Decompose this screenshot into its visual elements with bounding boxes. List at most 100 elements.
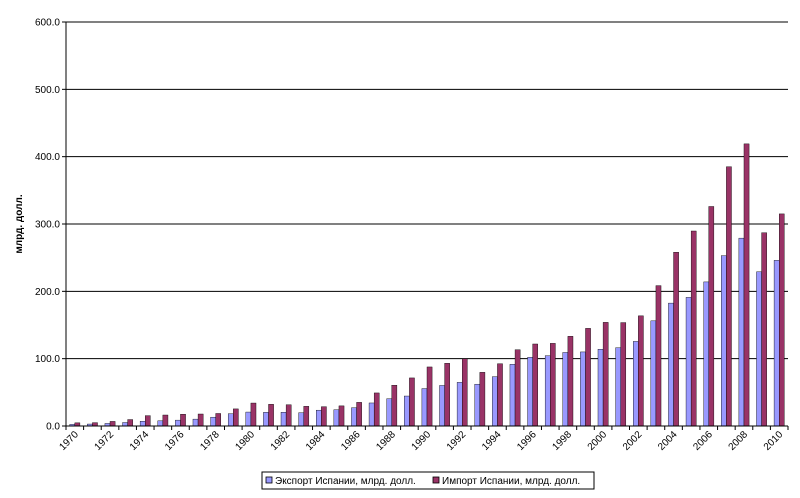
x-tick-label: 2000 — [586, 429, 610, 453]
bar-import — [391, 385, 398, 427]
bar-import — [655, 285, 662, 427]
bar-import — [197, 413, 204, 427]
bar-import — [215, 413, 221, 427]
bar-import — [109, 421, 116, 427]
bar-export — [316, 409, 322, 427]
bar-export — [192, 418, 199, 427]
bar-import — [620, 322, 627, 427]
bar-export — [351, 407, 357, 427]
gridlines — [66, 21, 788, 360]
bar-export — [509, 364, 516, 427]
bar-import — [321, 406, 327, 427]
x-tick-label: 2008 — [727, 429, 751, 453]
x-tick-label: 2006 — [691, 429, 715, 453]
y-tick-label: 0.0 — [46, 422, 60, 433]
x-tick-label: 1992 — [445, 429, 469, 453]
bar-import — [550, 343, 556, 427]
bar-export — [333, 409, 340, 427]
bar-import — [708, 206, 715, 427]
bar-import — [779, 213, 785, 427]
x-tick-label: 1998 — [550, 429, 574, 453]
bar-export — [263, 412, 269, 427]
bar-export — [633, 341, 639, 427]
bar-import — [268, 404, 274, 427]
x-tick-label: 1976 — [163, 429, 187, 453]
y-tick-label: 300.0 — [35, 220, 60, 231]
bar-export — [456, 382, 463, 427]
x-tick-label: 2010 — [762, 429, 786, 453]
x-tick-label: 1972 — [93, 429, 117, 453]
x-tick-label: 2002 — [621, 429, 645, 453]
bar-export — [527, 357, 533, 427]
bar-export — [580, 351, 586, 427]
bar-export — [421, 388, 428, 427]
bar-import — [180, 414, 186, 427]
bar-export — [650, 320, 657, 427]
y-axis-label: млрд. долл. — [14, 194, 25, 253]
bar-export — [773, 260, 780, 427]
y-axis-ticks: 0.0 100.0 200.0 300.0 400.0 500.0 600.0 — [35, 18, 66, 433]
legend-swatch-import — [432, 476, 440, 484]
bar-export — [245, 411, 252, 427]
bar-export — [175, 419, 181, 427]
legend-swatch-export — [265, 476, 273, 484]
bar-export — [685, 297, 692, 427]
x-tick-label: 1988 — [374, 429, 398, 453]
bar-export — [368, 402, 375, 427]
x-tick-label: 1990 — [410, 429, 434, 453]
x-tick-label: 1982 — [269, 429, 293, 453]
x-tick-label: 1984 — [304, 429, 328, 453]
bar-import — [514, 349, 521, 427]
bar-import — [356, 402, 362, 427]
bar-export — [597, 349, 604, 427]
y-tick-label: 600.0 — [35, 18, 60, 29]
legend: Экспорт Испании, млрд. долл. Импорт Испа… — [261, 471, 595, 490]
y-tick-label: 400.0 — [35, 152, 60, 163]
bar-export — [122, 422, 128, 427]
bar-export — [492, 376, 498, 427]
bar-import — [303, 406, 310, 427]
bar-import — [532, 343, 538, 427]
bar-export — [668, 302, 674, 427]
x-tick-label: 1994 — [480, 429, 504, 453]
bar-import — [690, 230, 697, 427]
bar-export — [756, 271, 762, 427]
bars — [69, 143, 785, 427]
x-tick-label: 1970 — [57, 429, 81, 453]
bar-import — [250, 402, 257, 427]
x-tick-label: 2004 — [656, 429, 680, 453]
bar-import — [338, 405, 345, 427]
bar-import — [92, 422, 98, 427]
bar-import — [233, 408, 239, 427]
y-tick-label: 100.0 — [35, 354, 60, 365]
bar-import — [444, 363, 450, 427]
bar-export — [439, 385, 445, 427]
bar-import — [462, 358, 468, 427]
bar-export — [544, 355, 551, 427]
bar-import — [567, 336, 574, 427]
bar-import — [602, 322, 609, 427]
bar-export — [298, 412, 304, 427]
x-tick-label: 1978 — [198, 429, 222, 453]
x-tick-label: 1986 — [339, 429, 363, 453]
bar-export — [157, 420, 164, 427]
bar-export — [474, 383, 481, 427]
bar-import — [145, 415, 151, 427]
bar-export — [210, 416, 216, 427]
x-tick-label: 1980 — [234, 429, 258, 453]
bar-import — [479, 372, 486, 427]
bar-import — [743, 143, 750, 427]
bar-export — [386, 398, 392, 427]
bar-import — [409, 377, 415, 427]
bar-export — [404, 395, 410, 427]
x-axis-ticks: 1970 1972 1974 1976 1978 1980 1982 1984 1986 1988… — [57, 426, 789, 453]
bar-import — [426, 366, 433, 427]
bar-import — [373, 392, 380, 427]
bar-import — [127, 419, 133, 427]
bar-import — [673, 252, 679, 427]
bar-export — [562, 352, 569, 427]
x-tick-label: 1974 — [128, 429, 152, 453]
bar-export — [615, 347, 621, 427]
legend-label-import: Импорт Испании, млрд. долл. — [442, 476, 580, 487]
